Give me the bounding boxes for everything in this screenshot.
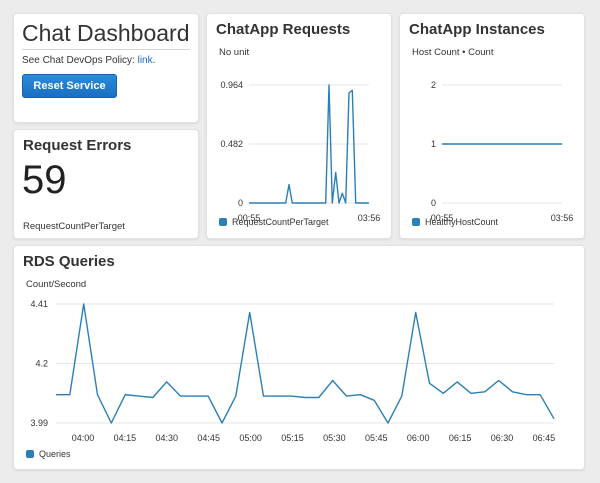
- rds-xtick-label: 04:45: [197, 433, 220, 443]
- instances-legend-label: HealthyHostCount: [425, 217, 499, 227]
- dashboard-panel: Chat Dashboard See Chat DevOps Policy: l…: [13, 13, 199, 123]
- rds-title: RDS Queries: [23, 253, 115, 270]
- requests-xtick-label: 00:55: [238, 213, 261, 223]
- policy-link[interactable]: link: [137, 55, 153, 66]
- instances-xtick-label: 03:56: [551, 213, 574, 223]
- instances-legend: HealthyHostCount: [412, 217, 498, 227]
- instances-unit: Host Count • Count: [412, 47, 494, 58]
- instances-xtick-label: 00:55: [431, 213, 454, 223]
- rds-ytick-label: 4.2: [35, 359, 48, 369]
- errors-value: 59: [22, 158, 67, 202]
- rds-xtick-label: 05:00: [239, 433, 262, 443]
- rds-xtick-label: 06:45: [533, 433, 556, 443]
- instances-ytick-label: 0: [431, 198, 436, 208]
- errors-title: Request Errors: [23, 137, 132, 154]
- rds-xtick-label: 05:45: [365, 433, 388, 443]
- rds-legend-label: Queries: [39, 449, 71, 459]
- rds-xtick-label: 06:15: [449, 433, 472, 443]
- requests-ytick-label: 0.482: [220, 139, 243, 149]
- rds-xtick-label: 05:30: [323, 433, 346, 443]
- policy-suffix: .: [152, 55, 156, 66]
- rds-xtick-label: 04:30: [156, 433, 179, 443]
- request-errors-panel: Request Errors 59 RequestCountPerTarget: [13, 129, 199, 239]
- instances-ytick-label: 2: [431, 80, 436, 90]
- requests-legend-label: RequestCountPerTarget: [232, 217, 329, 227]
- rds-xtick-label: 04:15: [114, 433, 137, 443]
- rds-series-line: [56, 303, 555, 424]
- rds-xtick-label: 06:00: [407, 433, 430, 443]
- requests-panel: ChatApp Requests No unit 0.964 0.482 0 00:5…: [206, 13, 392, 239]
- requests-title: ChatApp Requests: [216, 21, 351, 38]
- requests-ytick-label: 0: [238, 198, 243, 208]
- rds-legend-swatch: [26, 450, 34, 458]
- instances-legend-swatch: [412, 218, 420, 226]
- rds-panel: RDS Queries Count/Second 4.41 4.2 3.99 04:0…: [13, 245, 585, 470]
- rds-xtick-label: 06:30: [491, 433, 514, 443]
- requests-unit: No unit: [219, 47, 250, 58]
- rds-ytick-label: 4.41: [30, 299, 48, 309]
- instances-chart: 2 1 0 00:55 03:56: [431, 80, 574, 223]
- instances-title: ChatApp Instances: [409, 21, 545, 38]
- instances-panel: ChatApp Instances Host Count • Count 2 1 0…: [399, 13, 585, 239]
- rds-xtick-label: 05:15: [281, 433, 304, 443]
- instances-ytick-label: 1: [431, 139, 436, 149]
- rds-unit: Count/Second: [26, 279, 87, 290]
- requests-legend: RequestCountPerTarget: [219, 217, 329, 227]
- policy-text: See Chat DevOps Policy:: [22, 55, 135, 66]
- rds-chart: 4.41 4.2 3.99 04:00 04:15 04:30 04:45 05:00 05:1…: [30, 299, 556, 443]
- rds-legend: Queries: [26, 449, 71, 459]
- requests-legend-swatch: [219, 218, 227, 226]
- rds-xtick-label: 04:00: [72, 433, 95, 443]
- reset-service-button[interactable]: Reset Service: [22, 74, 117, 98]
- requests-ytick-label: 0.964: [220, 80, 243, 90]
- title-divider: [22, 49, 190, 50]
- rds-ytick-label: 3.99: [30, 418, 48, 428]
- requests-series-line: [249, 84, 369, 204]
- dashboard-title: Chat Dashboard: [22, 20, 190, 46]
- requests-chart: 0.964 0.482 0 00:55 03:56: [220, 80, 381, 223]
- errors-metric: RequestCountPerTarget: [23, 221, 125, 232]
- policy-line: See Chat DevOps Policy: link.: [22, 55, 155, 66]
- requests-xtick-label: 03:56: [358, 213, 381, 223]
